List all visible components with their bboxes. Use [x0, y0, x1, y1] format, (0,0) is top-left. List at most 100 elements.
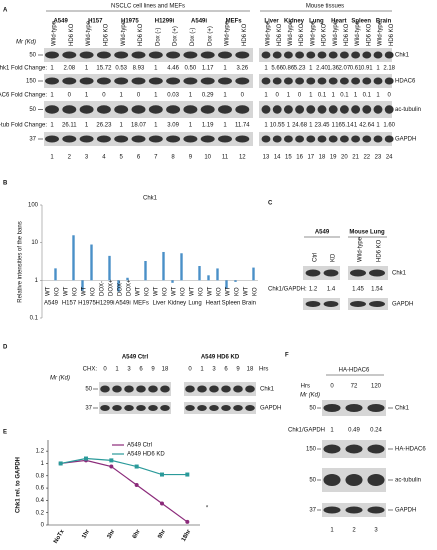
band: [295, 77, 305, 85]
fold-value: 0: [68, 93, 72, 99]
blot-label: Chk1: [395, 53, 410, 59]
lane-label: HD6 KO: [277, 23, 283, 46]
band: [218, 105, 232, 114]
band: [283, 51, 293, 59]
band: [317, 135, 327, 143]
fold-value: 1: [50, 66, 54, 72]
panel-letter: A: [3, 8, 8, 14]
y-tick-label: 0.1: [30, 316, 39, 322]
band: [197, 405, 207, 411]
y-tick-label: 1: [35, 278, 39, 284]
y-tick-label: 0.8: [36, 473, 45, 479]
lane-number: 8: [171, 155, 175, 161]
blot-label: GAPDH: [395, 137, 416, 143]
x-tick-label: WT: [226, 286, 232, 296]
band: [306, 105, 316, 114]
fold-value: 0.1: [340, 93, 349, 99]
fold-value: 1.60: [383, 123, 395, 129]
band: [218, 135, 232, 143]
band: [148, 105, 163, 114]
lane-number: 14: [274, 155, 281, 161]
x-tick-label: WT: [64, 286, 70, 296]
fold-value: 8.93: [133, 66, 145, 72]
band: [245, 385, 255, 393]
fold-value: 1: [189, 93, 193, 99]
lane-label: 120: [371, 384, 382, 390]
x-tick-label: KO: [235, 287, 241, 296]
y-tick-label: 100: [28, 203, 39, 209]
band: [185, 405, 195, 411]
band: [62, 77, 77, 85]
group-label: Spleen: [222, 301, 241, 307]
band: [185, 385, 195, 393]
band: [218, 77, 232, 85]
fold-value: 1.19: [202, 123, 214, 129]
group-label: Spleen: [351, 19, 371, 25]
lane-number: 3: [374, 528, 378, 534]
lane-label: 0: [103, 367, 107, 373]
fold-value: 0.53: [115, 66, 127, 72]
band: [160, 405, 170, 411]
x-tick-label: KO: [163, 287, 169, 296]
group-label: H1299i: [155, 19, 175, 25]
band: [351, 105, 361, 114]
x-tick-label: NoTx: [53, 528, 66, 545]
group-label: Kidney: [168, 301, 186, 307]
bar: [126, 277, 129, 281]
marker: [134, 483, 139, 487]
fold-value: 3.09: [167, 123, 179, 129]
band: [131, 135, 146, 143]
band: [323, 444, 341, 454]
band: [295, 135, 305, 143]
lane-number: 2: [68, 155, 72, 161]
group-label: Liver: [152, 301, 165, 307]
band: [362, 105, 372, 114]
band: [131, 51, 146, 59]
band: [96, 105, 111, 114]
blot-label: GAPDH: [392, 302, 413, 308]
fold-label: Chk1 Fold Change:: [0, 66, 47, 72]
group-label: Lung: [188, 301, 201, 307]
band: [317, 105, 327, 114]
band: [136, 405, 146, 411]
band: [272, 135, 282, 143]
fold-value: 0.29: [202, 93, 214, 99]
band: [148, 77, 163, 85]
fold-value: 1: [332, 123, 336, 129]
bar: [90, 244, 93, 281]
series-line: [60, 457, 188, 476]
lane-label: 18: [247, 367, 254, 373]
lane-label: 1: [200, 367, 204, 373]
band: [45, 105, 59, 114]
marker-label: 50: [309, 478, 316, 484]
band: [96, 51, 111, 59]
marker: [84, 456, 88, 461]
fold-value: 0: [102, 93, 106, 99]
lane-label: HD6 KO: [344, 23, 350, 46]
y-tick-label: 1.2: [36, 449, 45, 455]
lane-number: 10: [204, 155, 211, 161]
fold-value: 1: [309, 123, 313, 129]
blot-label: Chk1: [392, 271, 407, 277]
lane-number: 2: [352, 528, 356, 534]
band: [367, 404, 385, 412]
group-label: Lung: [309, 19, 324, 25]
blot-label: GAPDH: [260, 406, 281, 412]
fold-value: 23.45: [314, 123, 330, 129]
group-label: Brain: [376, 19, 392, 25]
fold-value: 0: [298, 93, 302, 99]
band: [166, 51, 181, 59]
band: [261, 51, 271, 59]
blot-label: Chk1: [260, 387, 275, 393]
blot: [99, 402, 171, 414]
treatment-label: CHX:: [83, 367, 98, 373]
band: [373, 77, 383, 85]
blot-label: HA-HDAC6: [395, 447, 426, 453]
lane-number: 4: [102, 155, 106, 161]
fold-value: 165.14: [335, 123, 354, 129]
x-tick-label: KO: [199, 287, 205, 296]
band: [305, 269, 321, 277]
fold-value: 0.91: [361, 66, 373, 72]
blot: [44, 132, 253, 146]
panel-letter: D: [3, 345, 8, 351]
